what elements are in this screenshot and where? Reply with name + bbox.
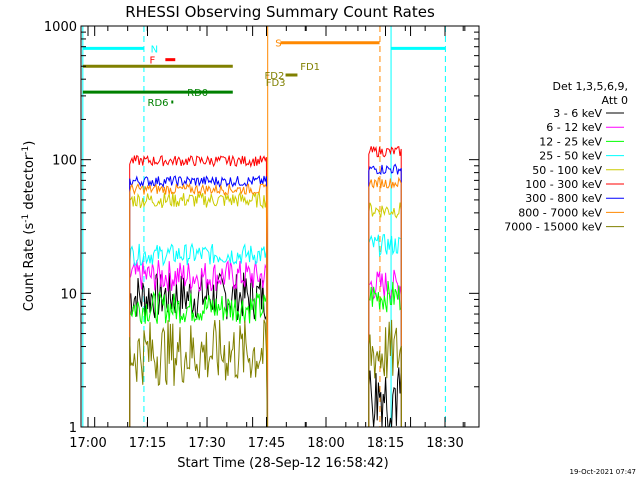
legend-title-1: Det 1,3,5,6,9, [552, 80, 628, 93]
legend-label: 6 - 12 keV [546, 121, 602, 134]
x-tick-label: 17:30 [188, 436, 225, 451]
flag-label: RD6 [148, 98, 169, 109]
y-axis-label: Count Rate (s-1 detector-1) [21, 141, 37, 312]
legend-label: 25 - 50 keV [539, 150, 602, 163]
flag-label: FD2 [265, 71, 285, 82]
flag-label: FD3 [266, 78, 286, 89]
series-line [129, 291, 268, 427]
series-line [368, 202, 402, 427]
legend-label: 300 - 800 keV [525, 192, 602, 205]
flag-label: N [151, 44, 158, 55]
series-line [368, 234, 402, 427]
series-line [129, 182, 268, 427]
flag-label: RD0 [187, 88, 208, 99]
legend-label: 800 - 7000 keV [518, 206, 602, 219]
series-line [368, 176, 402, 427]
x-tick-label: 18:00 [307, 436, 344, 451]
legend-label: 3 - 6 keV [553, 107, 602, 120]
x-tick-label: 18:15 [367, 436, 404, 451]
series-line [368, 280, 402, 427]
legend-label: 50 - 100 keV [532, 164, 602, 177]
y-tick-label: 100 [52, 154, 77, 169]
flag-label: FD1 [300, 62, 320, 73]
x-axis-label: Start Time (28-Sep-12 16:58:42) [177, 456, 388, 471]
x-tick-label: 18:30 [426, 436, 463, 451]
x-axis: 17:00 17:15 17:30 17:45 18:00 18:15 18:30 [69, 26, 466, 451]
series-line [129, 242, 268, 427]
x-tick-label: 17:15 [129, 436, 166, 451]
flag-label: S [275, 39, 281, 50]
series-line [368, 319, 402, 427]
y-tick-label: 1000 [44, 20, 77, 35]
series-line [129, 319, 268, 427]
series-line [129, 272, 268, 427]
plot-frame [80, 25, 480, 428]
series-line [129, 175, 268, 427]
y-tick-label: 10 [60, 287, 77, 302]
legend-label: 100 - 300 keV [525, 178, 602, 191]
x-tick-label: 17:00 [69, 436, 106, 451]
x-tick-label: 17:45 [248, 436, 285, 451]
series-line [129, 259, 268, 427]
y-tick-label: 1 [69, 421, 77, 436]
legend-label: 7000 - 15000 keV [504, 221, 602, 234]
legend-label: 12 - 25 keV [539, 135, 602, 148]
series-line [368, 163, 402, 427]
series-line [129, 154, 268, 427]
legend-title-2: Att 0 [602, 94, 628, 107]
series-line [368, 145, 402, 427]
footer-timestamp: 19-Oct-2021 07:47 [570, 468, 636, 476]
series-line [368, 367, 402, 427]
y-axis: 1 10 100 1000 [44, 20, 479, 436]
chart-title: RHESSI Observing Summary Count Rates [125, 3, 435, 21]
flag-label: F [149, 56, 155, 67]
series-lines [129, 145, 402, 427]
